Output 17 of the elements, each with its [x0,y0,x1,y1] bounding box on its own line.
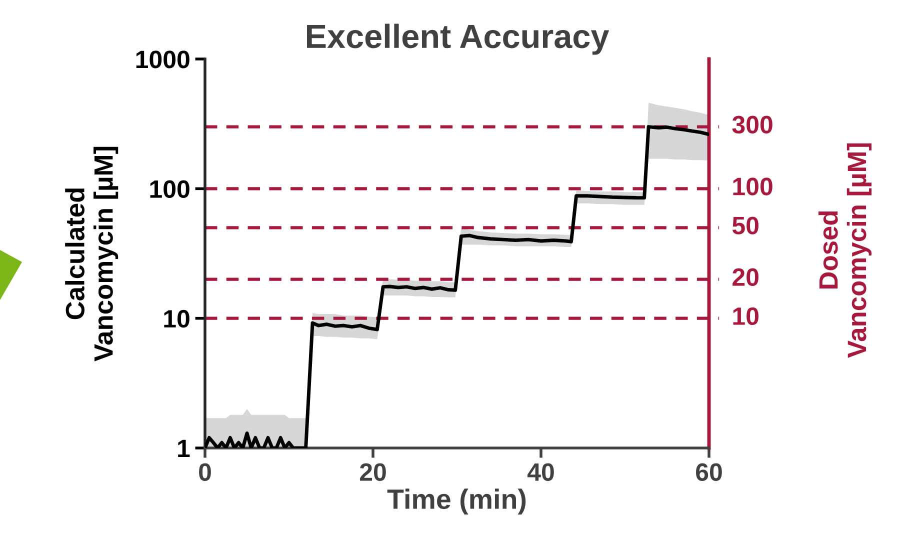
x-tick-label: 60 [696,463,722,481]
ref-line-label: 300 [732,116,772,134]
y-tick-label: 100 [150,180,190,198]
y-axis-title: Calculated Vancomycin [µM] [65,146,118,362]
ref-line-label: 10 [733,307,758,326]
ref-line-label: 20 [732,268,758,286]
ref-line-label: 100 [733,178,772,196]
x-tick-label: 40 [527,463,554,481]
x-axis-title: Time (min) [387,488,526,515]
ref-line-label: 50 [732,216,758,234]
chart-title: Excellent Accuracy [307,24,610,55]
y-tick-label: 10 [164,310,190,328]
y-tick-label: 1000 [136,50,190,68]
y-tick-label: 1 [178,440,190,458]
x-tick-label: 20 [360,463,386,481]
y2-axis-title: Dosed Vancomycin [µM] [818,143,872,358]
x-tick-label: 0 [199,463,211,481]
